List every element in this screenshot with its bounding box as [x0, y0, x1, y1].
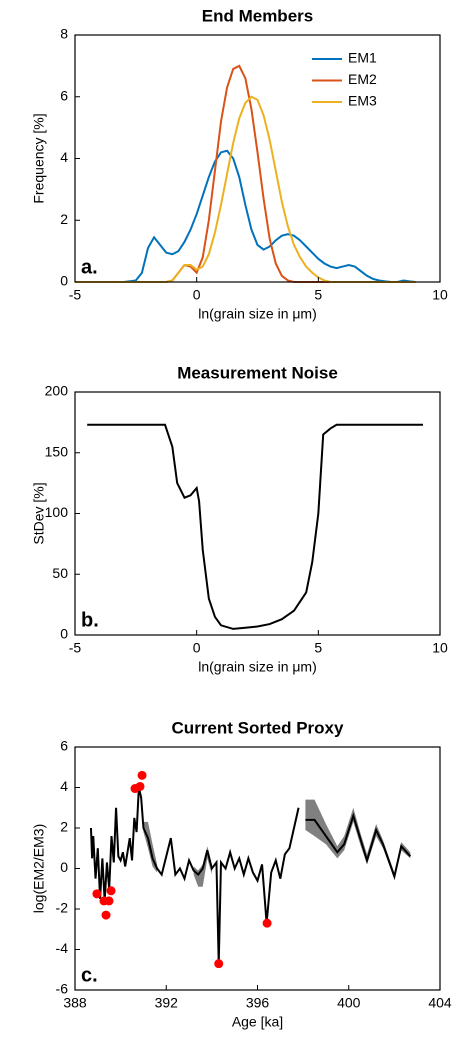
series-line [89, 787, 412, 964]
x-tick-label: 396 [246, 995, 270, 1011]
point [135, 781, 145, 791]
y-tick-label: 200 [45, 383, 69, 399]
x-tick-label: 0 [193, 640, 201, 656]
y-tick-label: 0 [60, 859, 68, 875]
point [214, 959, 224, 969]
uncertainty-band [141, 793, 158, 873]
panel-label: b. [81, 609, 99, 631]
legend-label: EM3 [348, 93, 377, 109]
x-tick-label: -5 [69, 287, 82, 303]
legend-label: EM2 [348, 71, 377, 87]
y-tick-label: -6 [56, 981, 69, 997]
series-line [75, 149, 416, 283]
x-axis-label: ln(grain size in μm) [198, 306, 317, 322]
y-tick-label: 2 [60, 211, 68, 227]
x-tick-label: -5 [69, 640, 82, 656]
x-tick-label: 404 [428, 995, 452, 1011]
y-axis-label: Frequency [%] [31, 113, 47, 203]
point [92, 889, 102, 899]
y-tick-label: 50 [52, 565, 68, 581]
y-tick-label: 6 [60, 87, 68, 103]
x-tick-label: 388 [63, 995, 87, 1011]
x-axis-label: Age [ka] [232, 1014, 283, 1030]
x-tick-label: 0 [193, 287, 201, 303]
x-tick-label: 5 [314, 640, 322, 656]
x-tick-label: 10 [432, 287, 448, 303]
chart-title: Measurement Noise [177, 363, 338, 382]
y-tick-label: 0 [60, 626, 68, 642]
y-tick-label: 150 [45, 443, 69, 459]
y-tick-label: -4 [56, 940, 69, 956]
chart-title: Current Sorted Proxy [172, 718, 344, 737]
panel-label: a. [81, 256, 98, 278]
uncertainty-band [305, 799, 411, 879]
x-tick-label: 392 [155, 995, 179, 1011]
point [106, 886, 116, 896]
y-tick-label: 2 [60, 819, 68, 835]
chart-title: End Members [202, 6, 313, 25]
x-tick-label: 5 [314, 287, 322, 303]
y-tick-label: -2 [56, 900, 69, 916]
y-tick-label: 8 [60, 26, 68, 42]
legend-label: EM1 [348, 50, 377, 66]
x-tick-label: 400 [337, 995, 361, 1011]
y-tick-label: 0 [60, 273, 68, 289]
y-axis-label: StDev [%] [31, 482, 47, 544]
y-tick-label: 4 [60, 778, 68, 794]
x-axis-label: ln(grain size in μm) [198, 659, 317, 675]
point [137, 770, 147, 780]
point [101, 910, 111, 920]
y-axis-label: log(EM2/EM3) [31, 824, 47, 913]
point [104, 896, 114, 906]
point [262, 918, 272, 928]
y-tick-label: 100 [45, 504, 69, 520]
y-tick-label: 6 [60, 738, 68, 754]
y-tick-label: 4 [60, 149, 68, 165]
plot-area [75, 747, 440, 990]
series-line [87, 423, 423, 630]
panel-label: c. [81, 964, 98, 986]
x-tick-label: 10 [432, 640, 448, 656]
plot-area [75, 392, 440, 635]
